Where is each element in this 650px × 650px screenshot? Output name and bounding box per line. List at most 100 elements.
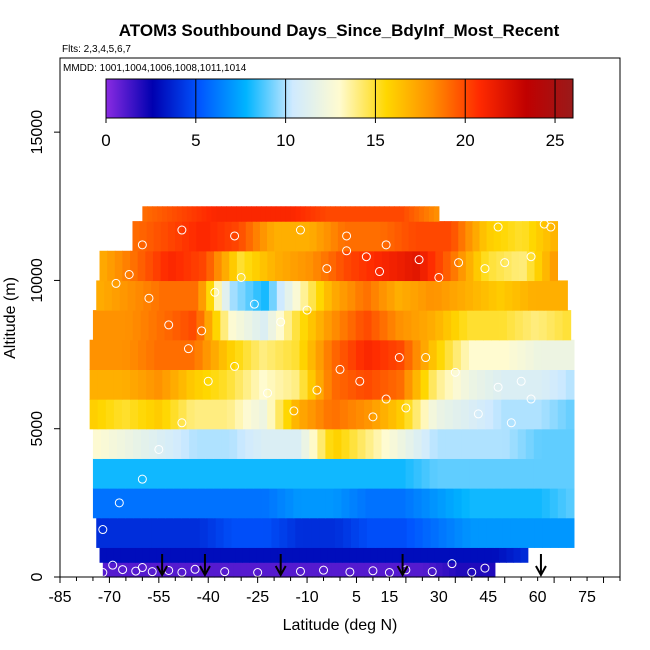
heatmap-cell <box>437 488 447 519</box>
heatmap-cell <box>311 517 320 548</box>
heatmap-cell <box>514 310 524 341</box>
heatmap-cell <box>159 280 168 311</box>
heatmap-cell <box>320 206 326 222</box>
heatmap-cell <box>176 206 183 222</box>
heatmap-cell <box>116 458 126 489</box>
heatmap-cell <box>194 562 202 578</box>
heatmap-cell <box>271 517 280 548</box>
heatmap-cell <box>106 547 115 563</box>
observation-point <box>355 376 365 386</box>
x-tick-label: -40 <box>197 589 220 606</box>
heatmap-cell <box>173 488 182 519</box>
heatmap-cell <box>436 369 446 400</box>
heatmap-cell <box>488 562 496 578</box>
heatmap-cell <box>424 206 430 222</box>
heatmap-cell <box>236 310 245 341</box>
x-tick-label: 30 <box>430 589 448 606</box>
heatmap-cell <box>221 488 230 519</box>
heatmap-cell <box>309 221 318 252</box>
heatmap-cell <box>307 399 317 430</box>
heatmap-cell <box>300 280 309 311</box>
observation-point <box>295 566 305 576</box>
heatmap-cell <box>351 250 360 282</box>
observation-point <box>394 353 404 363</box>
heatmap-cell <box>147 206 153 222</box>
heatmap-cell <box>305 206 311 222</box>
heatmap-cell <box>185 547 193 563</box>
observation-point <box>249 299 259 309</box>
heatmap-cell <box>231 206 237 222</box>
heatmap-cell <box>357 458 367 489</box>
heatmap-cell <box>387 310 397 341</box>
heatmap-cell <box>509 339 518 370</box>
heatmap-cell <box>374 517 384 548</box>
colorbar-tick-label: 15 <box>366 131 385 150</box>
heatmap-cell <box>549 428 559 459</box>
heatmap-cell <box>165 488 174 519</box>
heatmap-cell <box>355 280 364 311</box>
heatmap-cell <box>92 428 102 459</box>
heatmap-cell <box>149 428 158 459</box>
heatmap-cell <box>92 310 102 341</box>
heatmap-cell <box>380 369 389 400</box>
heatmap-cell <box>498 310 508 341</box>
heatmap-cell <box>344 221 353 252</box>
heatmap-cell <box>165 428 174 459</box>
heatmap-cell <box>255 517 265 548</box>
heatmap-cell <box>366 250 375 282</box>
y-tick-label: 15000 <box>29 110 46 155</box>
heatmap-cell <box>241 206 247 222</box>
x-tick-label: 5 <box>352 589 361 606</box>
heatmap-cell <box>525 369 535 400</box>
heatmap-cell <box>458 250 467 282</box>
heatmap-cell <box>383 562 391 578</box>
heatmap-cell <box>116 488 126 519</box>
heatmap-cell <box>520 280 529 311</box>
heatmap-cell <box>465 280 474 311</box>
x-tick-label: 60 <box>529 589 547 606</box>
heatmap-cell <box>107 250 116 282</box>
heatmap-cell <box>340 206 346 222</box>
heatmap-cell <box>210 339 220 370</box>
x-tick-label: 75 <box>578 589 596 606</box>
heatmap-cell <box>127 280 137 311</box>
heatmap-cell <box>307 310 317 341</box>
observation-point <box>230 361 240 371</box>
heatmap-cell <box>194 339 204 370</box>
heatmap-cell <box>522 310 532 341</box>
chart-title: ATOM3 Southbound Days_Since_BdyInf_Most_… <box>119 21 560 40</box>
heatmap-cell <box>397 488 407 519</box>
heatmap-cell <box>323 280 333 311</box>
heatmap-cell <box>485 399 494 430</box>
heatmap-cell <box>170 547 179 563</box>
heatmap-cell <box>135 280 144 311</box>
observation-point <box>177 225 187 235</box>
heatmap-cell <box>160 250 169 282</box>
heatmap-cell <box>285 458 294 489</box>
heatmap-cell <box>436 339 446 370</box>
heatmap-cell <box>335 206 341 222</box>
observation-point <box>480 563 490 573</box>
heatmap-cell <box>163 547 172 563</box>
heatmap-cell <box>128 517 137 548</box>
heatmap-cell <box>436 562 444 578</box>
heatmap-cell <box>156 547 165 563</box>
heatmap-cell <box>404 369 414 400</box>
heatmap-cell <box>213 547 222 563</box>
heatmap-cell <box>220 547 229 563</box>
heatmap-cell <box>501 458 511 489</box>
heatmap-cell <box>242 369 252 400</box>
heatmap-cell <box>291 310 301 341</box>
heatmap-cell <box>330 221 339 252</box>
heatmap-cell <box>92 458 102 489</box>
heatmap-cell <box>166 280 176 311</box>
y-tick-label: 10000 <box>29 258 46 303</box>
heatmap-cell <box>529 221 537 252</box>
heatmap-cell <box>276 310 285 341</box>
heatmap-cell <box>290 250 299 282</box>
heatmap-cell <box>331 280 341 311</box>
heatmap-cell <box>413 458 423 489</box>
heatmap-cell <box>382 517 392 548</box>
heatmap-cell <box>181 428 190 459</box>
x-axis-label: Latitude (deg N) <box>283 617 398 634</box>
